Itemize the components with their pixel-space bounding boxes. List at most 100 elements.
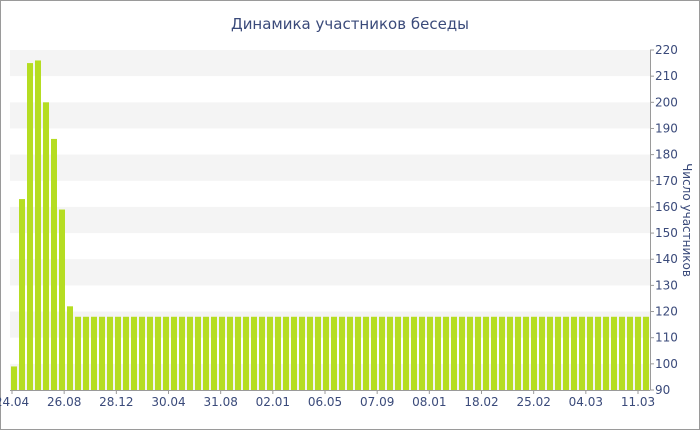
bar [427,316,433,390]
y-tick-label: 190 [655,121,678,135]
bar [275,316,281,390]
bar [147,316,153,390]
bar [459,316,465,390]
bar [355,316,361,390]
bar [347,316,353,390]
bar [515,316,521,390]
y-tick-label: 100 [655,357,678,371]
bar [323,316,329,390]
bar [475,316,481,390]
grid-band [10,311,650,338]
bar [259,316,265,390]
bar [379,316,385,390]
bar [51,138,57,390]
bar [131,316,137,390]
y-tick-label: 220 [655,43,678,57]
bar [139,316,145,390]
bar [179,316,185,390]
x-tick-label: 28.12 [99,395,133,409]
bar [419,316,425,390]
grid-band [10,259,650,286]
x-tick-label: 06.05 [308,395,342,409]
grid-band [10,50,650,77]
bar [331,316,337,390]
y-ticks: 90 100 110 120 130 140 150 160 170 180 190 200 210 22… [650,43,678,397]
x-tick-label: 18.02 [464,395,498,409]
bar [123,316,129,390]
y-tick-label: 140 [655,252,678,266]
bar [491,316,497,390]
bar [643,316,649,390]
bar [67,306,73,390]
bar [91,316,97,390]
y-tick-label: 210 [655,69,678,83]
bar [363,316,369,390]
bar [411,316,417,390]
bar [235,316,241,390]
x-tick-label: 24.04 [0,395,29,409]
background-bands [10,50,650,390]
bar [155,316,161,390]
bar [507,316,513,390]
grid-band [10,102,650,129]
bar [395,316,401,390]
bar [467,316,473,390]
y-tick-label: 130 [655,278,678,292]
bar [483,316,489,390]
bar [555,316,561,390]
bars [11,60,649,391]
bar [291,316,297,390]
y-tick-label: 160 [655,200,678,214]
bar [619,316,625,390]
x-tick-label: 07.09 [360,395,394,409]
bar [43,102,49,390]
x-ticks: 24.04 26.08 28.12 30.04 31.08 02.01 06.05 07.09… [0,390,655,409]
bar [267,316,273,390]
bar [611,316,617,390]
bar [595,316,601,390]
bar [19,199,25,390]
grid-band [10,363,650,390]
y-tick-label: 200 [655,95,678,109]
bar [371,316,377,390]
x-tick-label: 31.08 [203,395,237,409]
bar [75,316,81,390]
bar [539,316,545,390]
bar [187,316,193,390]
bar [635,316,641,390]
bar [571,316,577,390]
bar [339,316,345,390]
bar [11,366,17,390]
bar [107,316,113,390]
bar [163,316,169,390]
bar [451,316,457,390]
bar [403,316,409,390]
bar [227,316,233,390]
bar [283,316,289,390]
x-tick-label: 25.02 [516,395,550,409]
bar [387,316,393,390]
x-tick-label: 04.03 [569,395,603,409]
bar [499,316,505,390]
bar [435,316,441,390]
bar [195,316,201,390]
x-tick-label: 08.01 [412,395,446,409]
bar [203,316,209,390]
y-tick-label: 120 [655,305,678,319]
y-tick-label: 110 [655,331,678,345]
bar [523,316,529,390]
bar [35,60,41,391]
bar [603,316,609,390]
bar [219,316,225,390]
bar [547,316,553,390]
bar [587,316,593,390]
grid-band [10,154,650,181]
bar [251,316,257,390]
bar [531,316,537,390]
bar [171,316,177,390]
bar [315,316,321,390]
bar [299,316,305,390]
y-tick-label: 170 [655,174,678,188]
bar [115,316,121,390]
